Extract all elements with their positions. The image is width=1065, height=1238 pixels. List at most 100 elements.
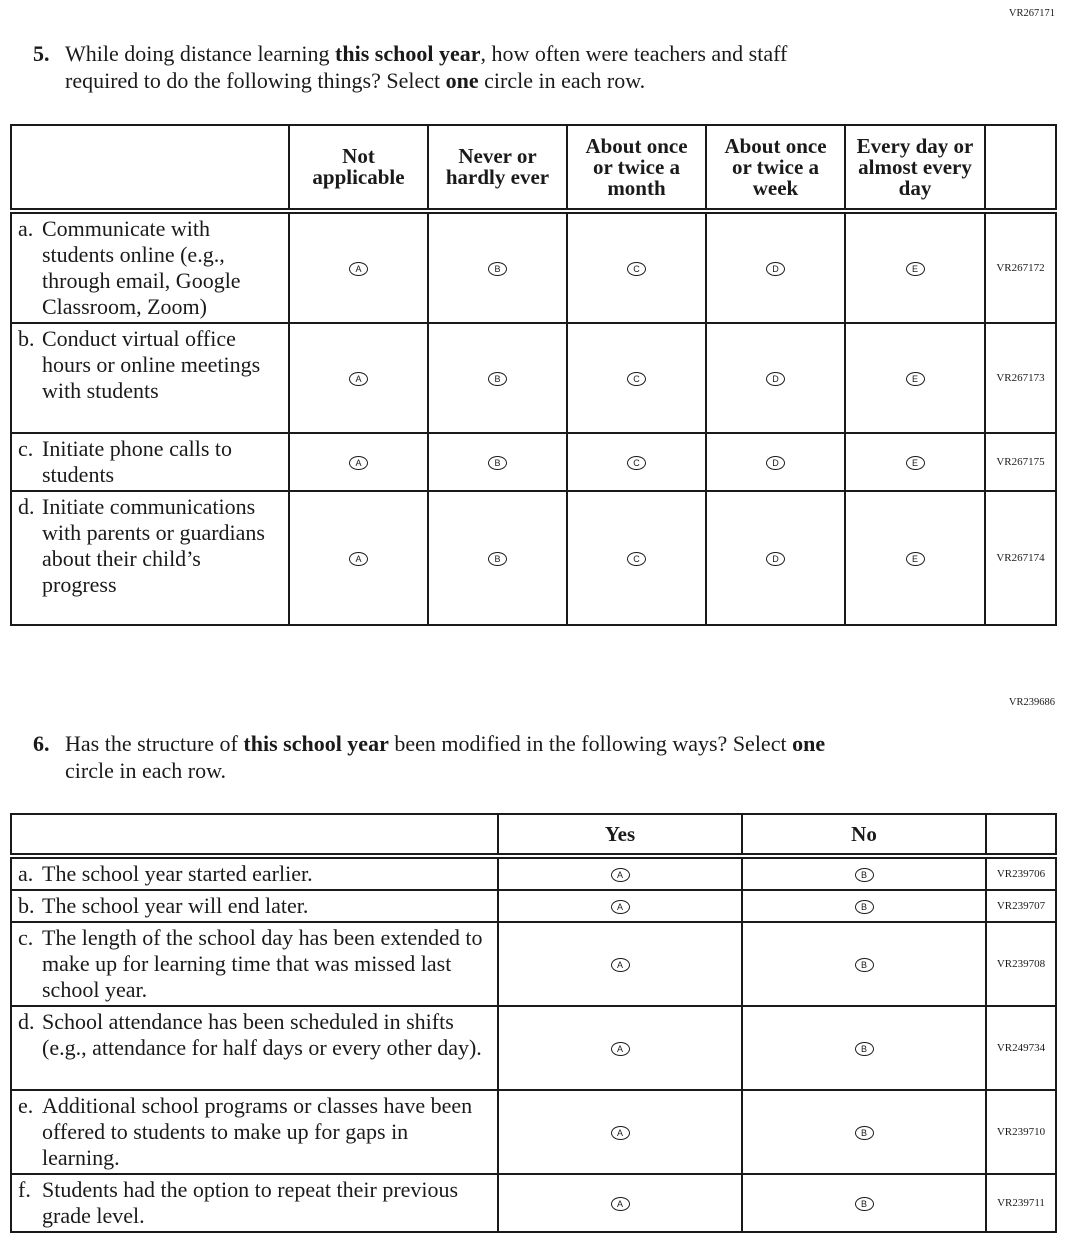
answer-bubble-e[interactable]: E xyxy=(905,552,925,566)
answer-cell: A xyxy=(497,855,743,891)
answer-bubble-d[interactable]: D xyxy=(766,262,785,276)
answer-cell: C xyxy=(566,490,707,626)
answer-cell: A xyxy=(288,490,429,626)
item-code: VR267175 xyxy=(984,432,1057,492)
answer-bubble-b[interactable]: B xyxy=(488,552,507,566)
row-text: Initiate communications with parents or … xyxy=(42,494,265,597)
answer-cell: B xyxy=(741,921,987,1007)
row-letter: a. xyxy=(18,216,34,241)
answer-bubble-d[interactable]: D xyxy=(766,456,785,470)
item-code: VR239710 xyxy=(985,1089,1057,1175)
row-letter: e. xyxy=(18,1093,34,1118)
answer-bubble-c[interactable]: C xyxy=(627,372,646,386)
header-blank xyxy=(10,813,499,859)
answer-bubble-a[interactable]: A xyxy=(610,1126,630,1140)
row-label: f. Students had the option to repeat thei… xyxy=(10,1173,499,1233)
question-id: VR239686 xyxy=(1008,697,1055,708)
answer-cell: B xyxy=(427,490,568,626)
answer-bubble-b[interactable]: B xyxy=(854,958,874,972)
answer-cell: D xyxy=(705,210,846,324)
row-label: e. Additional school programs or classes … xyxy=(10,1089,499,1175)
answer-cell: B xyxy=(741,1089,987,1175)
column-header: About once or twice a week xyxy=(705,124,846,214)
row-letter: b. xyxy=(18,326,35,351)
answer-cell: B xyxy=(741,1005,987,1091)
answer-cell: A xyxy=(497,1089,743,1175)
row-label: b. Conduct virtual office hours or online… xyxy=(10,322,290,434)
row-text: The school year will end later. xyxy=(42,893,309,918)
answer-bubble-a[interactable]: A xyxy=(610,1042,630,1056)
row-text: Conduct virtual office hours or online m… xyxy=(42,326,261,403)
table-row: c. The length of the school day has been … xyxy=(10,921,1057,1007)
answer-bubble-b[interactable]: B xyxy=(854,1126,874,1140)
row-letter: c. xyxy=(18,436,34,461)
item-code: VR267173 xyxy=(984,322,1057,434)
question-6-prompt: 6. Has the structure of this school year … xyxy=(33,731,826,783)
answer-cell: A xyxy=(497,889,743,923)
item-code: VR239706 xyxy=(985,855,1057,891)
answer-cell: A xyxy=(497,921,743,1007)
answer-cell: A xyxy=(288,210,429,324)
row-letter: d. xyxy=(18,494,35,519)
answer-bubble-b[interactable]: B xyxy=(488,372,507,386)
answer-bubble-b[interactable]: B xyxy=(854,868,874,882)
answer-cell: B xyxy=(741,1173,987,1233)
answer-bubble-c[interactable]: C xyxy=(627,552,646,566)
column-header: Every day or almost every day xyxy=(844,124,986,214)
answer-bubble-a[interactable]: A xyxy=(610,1197,630,1211)
answer-cell: A xyxy=(288,432,429,492)
row-letter: f. xyxy=(18,1177,31,1202)
question-5-table: Not applicable Never or hardly ever About … xyxy=(10,124,1057,626)
answer-bubble-b[interactable]: B xyxy=(854,1042,874,1056)
question-id: VR267171 xyxy=(1008,8,1055,19)
question-6-table: Yes No a. The school year started earlier.… xyxy=(10,813,1057,1233)
answer-cell: C xyxy=(566,432,707,492)
row-text: Additional school programs or classes ha… xyxy=(42,1093,473,1170)
answer-bubble-b[interactable]: B xyxy=(854,900,874,914)
item-code: VR249734 xyxy=(985,1005,1057,1091)
answer-bubble-a[interactable]: A xyxy=(610,868,630,882)
answer-cell: E xyxy=(844,490,986,626)
column-header: Never or hardly ever xyxy=(427,124,568,214)
answer-cell: C xyxy=(566,210,707,324)
table-row: a. The school year started earlier. A B VR23… xyxy=(10,855,1057,891)
answer-cell: B xyxy=(741,889,987,923)
answer-bubble-a[interactable]: A xyxy=(349,262,368,276)
answer-bubble-a[interactable]: A xyxy=(610,958,630,972)
row-label: d. Initiate communications with parents o… xyxy=(10,490,290,626)
answer-bubble-e[interactable]: E xyxy=(905,372,925,386)
answer-cell: E xyxy=(844,322,986,434)
row-text: Initiate phone calls to students xyxy=(42,436,232,487)
answer-cell: B xyxy=(741,855,987,891)
column-header: No xyxy=(741,813,987,859)
table-row: b. The school year will end later. A B VR239… xyxy=(10,889,1057,923)
table-row: f. Students had the option to repeat thei… xyxy=(10,1173,1057,1233)
item-code: VR239711 xyxy=(985,1173,1057,1233)
table-row: e. Additional school programs or classes … xyxy=(10,1089,1057,1175)
answer-bubble-a[interactable]: A xyxy=(349,372,368,386)
answer-cell: B xyxy=(427,210,568,324)
answer-bubble-d[interactable]: D xyxy=(766,552,785,566)
answer-bubble-a[interactable]: A xyxy=(349,552,368,566)
column-header: About once or twice a month xyxy=(566,124,707,214)
answer-bubble-e[interactable]: E xyxy=(905,262,925,276)
question-5-prompt: 5. While doing distance learning this sch… xyxy=(33,41,788,93)
answer-bubble-d[interactable]: D xyxy=(766,372,785,386)
answer-bubble-b[interactable]: B xyxy=(854,1197,874,1211)
answer-bubble-a[interactable]: A xyxy=(610,900,630,914)
answer-cell: B xyxy=(427,432,568,492)
answer-bubble-b[interactable]: B xyxy=(488,262,507,276)
answer-bubble-b[interactable]: B xyxy=(488,456,507,470)
row-text: Communicate with students online (e.g., … xyxy=(42,216,241,319)
item-code: VR267174 xyxy=(984,490,1057,626)
item-code: VR267172 xyxy=(984,210,1057,324)
answer-cell: A xyxy=(497,1005,743,1091)
answer-bubble-e[interactable]: E xyxy=(905,456,925,470)
answer-bubble-a[interactable]: A xyxy=(349,456,368,470)
column-header: Not applicable xyxy=(288,124,429,214)
answer-bubble-c[interactable]: C xyxy=(627,456,646,470)
table-row: d. Initiate communications with parents o… xyxy=(10,490,1057,626)
row-label: c. Initiate phone calls to students xyxy=(10,432,290,492)
answer-bubble-c[interactable]: C xyxy=(627,262,646,276)
answer-cell: C xyxy=(566,322,707,434)
